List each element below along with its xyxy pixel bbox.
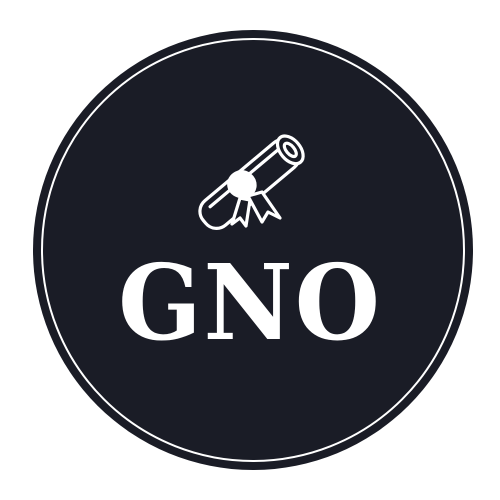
badge-ring <box>41 38 465 462</box>
logo-text: GNO <box>118 241 382 364</box>
diploma-scroll-icon <box>198 134 305 230</box>
badge-circle <box>33 30 473 470</box>
